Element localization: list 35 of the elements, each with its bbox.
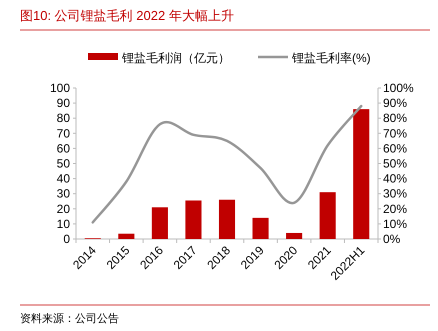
y2-tick-label: 80% — [383, 111, 408, 126]
line-series — [92, 104, 362, 224]
y-tick-label: 10 — [56, 216, 70, 231]
y2-tick-label: 60% — [383, 141, 408, 156]
chart-title: 图10: 公司锂盐毛利 2022 年大幅上升 — [20, 8, 234, 23]
legend-label: 锂盐毛利率(%) — [291, 51, 371, 65]
y-tick-label: 0 — [63, 232, 70, 246]
y2-tick-label: 10% — [383, 216, 408, 231]
bar — [353, 109, 370, 239]
bar — [152, 207, 168, 239]
bar — [218, 200, 236, 239]
y-tick-label: 100 — [50, 81, 70, 95]
bar — [320, 192, 336, 239]
y-tick-label: 90 — [56, 96, 70, 110]
bar — [185, 200, 202, 239]
y2-tick-label: 0% — [383, 232, 401, 246]
y2-tick-label: 50% — [383, 156, 408, 170]
y2-tick-label: 40% — [383, 172, 408, 186]
y-tick-label: 40 — [56, 172, 70, 186]
y2-tick-label: 20% — [383, 202, 408, 216]
legend-label: 锂盐毛利润（亿元） — [121, 51, 230, 65]
y-tick-label: 60 — [56, 141, 70, 156]
y2-tick-label: 90% — [383, 96, 408, 110]
y2-tick-label: 100% — [383, 81, 414, 95]
y-tick-label: 50 — [56, 156, 70, 170]
y2-tick-label: 70% — [383, 126, 408, 140]
y-tick-label: 80 — [56, 111, 70, 126]
bar — [252, 218, 269, 239]
y-tick-label: 30 — [56, 186, 70, 201]
y-tick-label: 20 — [56, 202, 70, 216]
bar — [118, 234, 134, 239]
y-tick-label: 70 — [56, 126, 70, 140]
text: 资料来源：公司公告 — [20, 312, 119, 325]
bar — [286, 232, 302, 239]
y2-tick-label: 30% — [383, 186, 408, 201]
